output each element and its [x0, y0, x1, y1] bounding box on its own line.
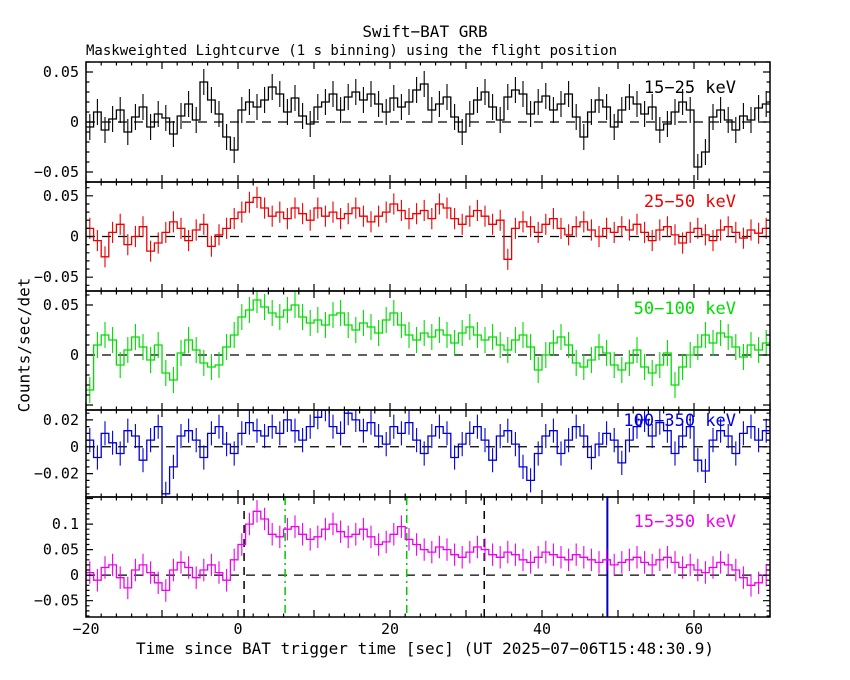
y-tick-label: 0.02 [43, 411, 79, 429]
y-tick-label: 0 [70, 113, 79, 131]
y-tick-label: 0.1 [52, 515, 79, 533]
lightcurve-15-350-kev [86, 510, 770, 592]
chart-subtitle: Maskweighted Lightcurve (1 s binning) us… [86, 43, 618, 59]
band-label-15-350-kev: 15−350 keV [634, 512, 736, 532]
x-tick-label: 20 [381, 620, 399, 638]
y-tick-label: −0.05 [34, 163, 79, 181]
band-label-100-350-kev: 100−350 keV [623, 411, 736, 431]
y-tick-label: 0.05 [43, 541, 79, 559]
panel-100-350-kev [86, 410, 770, 497]
chart-title: Swift−BAT GRB [362, 22, 488, 41]
panel-15-25-kev [86, 69, 770, 180]
y-tick-label: 0 [70, 566, 79, 584]
ticks-50-100-kev [85, 291, 771, 410]
y-tick-label: 0.05 [43, 63, 79, 81]
x-tick-label: −20 [72, 620, 99, 638]
band-label-50-100-kev: 50−100 keV [634, 299, 736, 319]
ticks-15-350-kev [85, 497, 771, 617]
lightcurve-25-50-kev [86, 196, 770, 260]
lightcurve-50-100-kev [86, 299, 770, 391]
y-tick-label: −0.02 [34, 465, 79, 483]
x-tick-label: 40 [533, 620, 551, 638]
panel-50-100-kev [86, 291, 770, 403]
y-tick-label: 0.05 [43, 296, 79, 314]
y-tick-label: 0 [70, 346, 79, 364]
panel-15-350-kev [86, 497, 770, 617]
x-axis-label: Time since BAT trigger time [sec] (UT 20… [136, 639, 714, 658]
panel-frame-15-350-kev [85, 496, 771, 618]
ticks-100-350-kev [85, 410, 771, 497]
band-label-15-25-kev: 15−25 keV [644, 78, 736, 98]
panel-25-50-kev [86, 186, 770, 270]
x-tick-label: 60 [685, 620, 703, 638]
y-tick-label: −0.05 [34, 592, 79, 610]
ticks-25-50-kev [85, 182, 771, 291]
lightcurve-15-25-kev [86, 81, 770, 168]
lightcurve-100-350-kev [86, 410, 770, 495]
y-tick-label: −0.05 [34, 268, 79, 286]
y-tick-label: 0 [70, 228, 79, 246]
y-tick-label: 0 [70, 438, 79, 456]
y-tick-label: 0.05 [43, 187, 79, 205]
ticks-15-25-kev [85, 61, 771, 183]
x-tick-label: 0 [233, 620, 242, 638]
band-label-25-50-kev: 25−50 keV [644, 192, 736, 212]
